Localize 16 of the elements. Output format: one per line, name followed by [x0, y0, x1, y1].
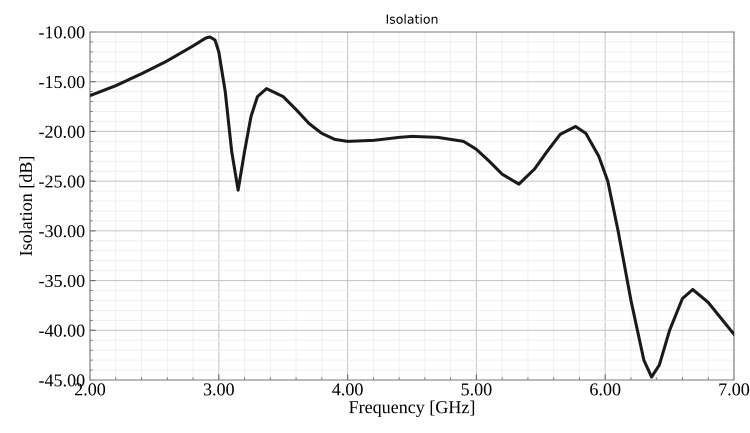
x-tick-label: 3.00 — [204, 383, 234, 396]
y-tick-label: -40.00 — [39, 324, 84, 337]
y-tick-label: -10.00 — [39, 26, 84, 39]
y-axis-title: Isolation [dB] — [19, 156, 34, 256]
x-axis-title: Frequency [GHz] — [349, 400, 474, 417]
y-tick-label: -35.00 — [39, 274, 84, 288]
x-tick-label: 6.00 — [590, 383, 620, 396]
line-series — [90, 35, 734, 379]
x-tick-label: 7.00 — [719, 383, 750, 396]
x-tick-label: 5.00 — [462, 383, 492, 396]
y-tick-label: -15.00 — [39, 76, 84, 88]
chart-title: Isolation — [386, 14, 438, 24]
y-tick-label: -20.00 — [39, 126, 84, 138]
y-tick-label: -30.00 — [39, 225, 84, 238]
x-tick-label: 4.00 — [332, 383, 363, 396]
y-tick-label: -25.00 — [39, 175, 84, 188]
